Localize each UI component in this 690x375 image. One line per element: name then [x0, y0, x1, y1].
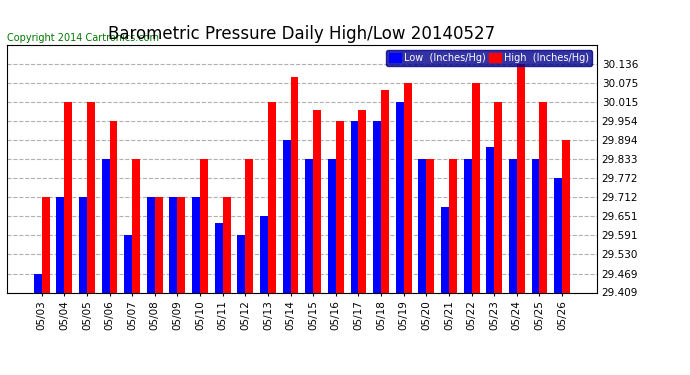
Bar — [268, 102, 276, 292]
Bar — [531, 159, 540, 292]
Bar — [223, 197, 230, 292]
Bar — [426, 159, 434, 292]
Bar — [328, 159, 336, 292]
Bar — [34, 274, 41, 292]
Title: Barometric Pressure Daily High/Low 20140527: Barometric Pressure Daily High/Low 20140… — [108, 26, 495, 44]
Bar — [101, 159, 110, 292]
Bar — [305, 159, 313, 292]
Bar — [336, 122, 344, 292]
Bar — [562, 140, 570, 292]
Bar — [147, 197, 155, 292]
Bar — [290, 77, 299, 292]
Bar — [192, 197, 200, 292]
Bar — [313, 110, 321, 292]
Bar — [358, 110, 366, 292]
Bar — [132, 159, 140, 292]
Bar — [170, 197, 177, 292]
Bar — [283, 140, 290, 292]
Bar — [200, 159, 208, 292]
Bar — [540, 102, 547, 292]
Text: Copyright 2014 Cartronics.com: Copyright 2014 Cartronics.com — [7, 33, 159, 42]
Bar — [79, 197, 87, 292]
Bar — [373, 122, 381, 292]
Bar — [404, 83, 412, 292]
Bar — [246, 159, 253, 292]
Bar — [237, 236, 246, 292]
Bar — [517, 64, 525, 292]
Bar — [494, 102, 502, 292]
Bar — [471, 83, 480, 292]
Bar — [87, 102, 95, 292]
Bar — [554, 178, 562, 292]
Bar — [441, 207, 449, 292]
Bar — [155, 197, 163, 292]
Bar — [418, 159, 426, 292]
Bar — [110, 122, 117, 292]
Bar — [124, 236, 132, 292]
Bar — [449, 159, 457, 292]
Bar — [215, 223, 223, 292]
Bar — [396, 102, 404, 292]
Bar — [509, 159, 517, 292]
Bar — [486, 147, 494, 292]
Bar — [464, 159, 471, 292]
Bar — [351, 122, 358, 292]
Bar — [177, 197, 186, 292]
Bar — [381, 90, 389, 292]
Bar — [41, 197, 50, 292]
Bar — [64, 102, 72, 292]
Bar — [260, 216, 268, 292]
Legend: Low  (Inches/Hg), High  (Inches/Hg): Low (Inches/Hg), High (Inches/Hg) — [386, 50, 592, 66]
Bar — [57, 197, 64, 292]
